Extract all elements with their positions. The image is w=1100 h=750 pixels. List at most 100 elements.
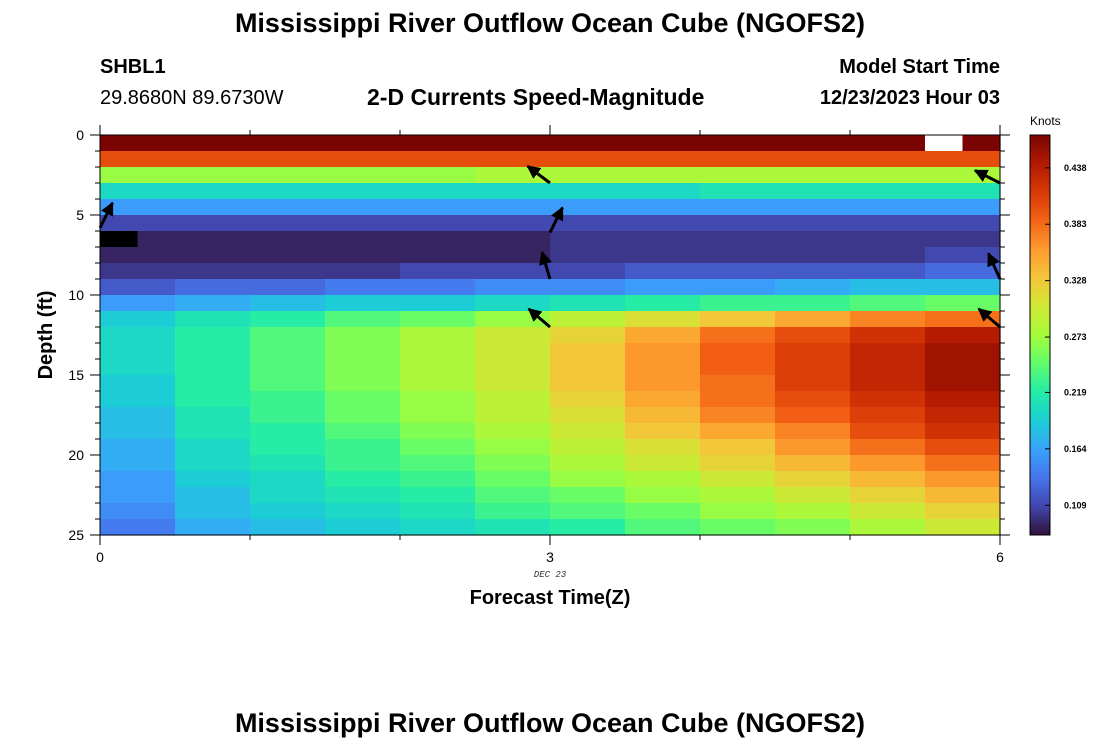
heatmap-cell (625, 391, 701, 408)
heatmap-cell (925, 391, 1001, 408)
heatmap-cell (550, 311, 626, 328)
heatmap-cell (325, 471, 401, 488)
heatmap-cell (175, 311, 251, 328)
heatmap-cell (775, 151, 851, 168)
heatmap-cell (850, 455, 926, 472)
heatmap-cell (625, 375, 701, 392)
heatmap-cell (700, 519, 776, 536)
heatmap-cell (700, 471, 776, 488)
heatmap-cell (700, 247, 776, 264)
heatmap-cell (925, 343, 1001, 360)
heatmap-cell (775, 199, 851, 216)
heatmap-cell (100, 183, 176, 200)
heatmap-cell (250, 311, 326, 328)
heatmap-cell (925, 439, 1001, 456)
heatmap-cell (700, 199, 776, 216)
heatmap-cell (325, 215, 401, 232)
heatmap-cell (250, 519, 326, 536)
colorbar-tick-label: 0.219 (1064, 387, 1087, 397)
heatmap-cell (175, 231, 251, 248)
heatmap-cell (325, 295, 401, 312)
heatmap-cell (400, 247, 476, 264)
heatmap-cell (400, 311, 476, 328)
colorbar-tick-label: 0.109 (1064, 500, 1087, 510)
heatmap-cell (325, 279, 401, 296)
colorbar-tick-label: 0.438 (1064, 163, 1087, 173)
heatmap-cell (925, 295, 1001, 312)
heatmap-cell (850, 295, 926, 312)
heatmap-cell (775, 471, 851, 488)
heatmap-cell (625, 215, 701, 232)
heatmap-cell (250, 455, 326, 472)
heatmap-cell (250, 247, 326, 264)
x-tick-label: 6 (996, 549, 1004, 565)
heatmap-cell (325, 199, 401, 216)
heatmap-cell (850, 135, 926, 152)
heatmap-cell (175, 391, 251, 408)
heatmap-cell (100, 279, 176, 296)
heatmap-cell (400, 135, 476, 152)
heatmap-cell (775, 423, 851, 440)
current-vector-arrow (973, 169, 1001, 185)
heatmap-cell (625, 183, 701, 200)
heatmap-cell (400, 455, 476, 472)
heatmap-cell (400, 279, 476, 296)
heatmap-cell (175, 455, 251, 472)
heatmap-cell (325, 391, 401, 408)
heatmap-cell (100, 199, 176, 216)
heatmap-cell (700, 135, 776, 152)
heatmap-cell (475, 455, 551, 472)
heatmap-cell (850, 231, 926, 248)
heatmap-cell (925, 471, 1001, 488)
heatmap-cell (250, 135, 326, 152)
heatmap-cell (700, 167, 776, 184)
heatmap-cell (850, 359, 926, 376)
heatmap-cell (625, 135, 701, 152)
heatmap-cell (700, 375, 776, 392)
heatmap-cell (475, 247, 551, 264)
heatmap-cell (250, 439, 326, 456)
heatmap-cell (250, 295, 326, 312)
current-vectors (98, 164, 1002, 329)
heatmap-cell (550, 167, 626, 184)
y-tick-label: 10 (68, 287, 84, 303)
heatmap-cell (775, 247, 851, 264)
y-axis-ticks: 0 5 10 15 20 25 (68, 127, 1010, 543)
heatmap-cell (850, 199, 926, 216)
heatmap-cell (100, 503, 176, 520)
heatmap-cell (550, 423, 626, 440)
chart-subtitle: 2-D Currents Speed-Magnitude (367, 84, 705, 110)
heatmap-cell (475, 183, 551, 200)
heatmap-cell (175, 439, 251, 456)
model-start-value: 12/23/2023 Hour 03 (819, 87, 1000, 109)
heatmap-cell (400, 375, 476, 392)
heatmap-cell (700, 407, 776, 424)
y-tick-label: 0 (76, 127, 84, 143)
heatmap-cell (175, 375, 251, 392)
heatmap-cell (550, 295, 626, 312)
station-id: SHBL1 (100, 56, 166, 78)
heatmap-cell (100, 327, 176, 344)
x-tick-label: 3 (546, 549, 554, 565)
masked-cell (925, 135, 963, 151)
heatmap-cell (250, 231, 326, 248)
heatmap-cell (100, 375, 176, 392)
heatmap-cell (625, 487, 701, 504)
heatmap-cell (400, 519, 476, 536)
heatmap-cell (550, 487, 626, 504)
heatmap-cell (625, 439, 701, 456)
heatmap-cell (100, 343, 176, 360)
heatmap-cell (325, 503, 401, 520)
heatmap-cell (175, 503, 251, 520)
heatmap-cell (175, 247, 251, 264)
heatmap-cell (925, 247, 1001, 264)
heatmap-cell (475, 295, 551, 312)
heatmap-cell (400, 343, 476, 360)
heatmap-cell (475, 343, 551, 360)
heatmap-cell (475, 151, 551, 168)
heatmap-cell (475, 439, 551, 456)
heatmap-cell (400, 151, 476, 168)
heatmap-cell (250, 423, 326, 440)
heatmap-cell (850, 311, 926, 328)
heatmap-cell (100, 391, 176, 408)
